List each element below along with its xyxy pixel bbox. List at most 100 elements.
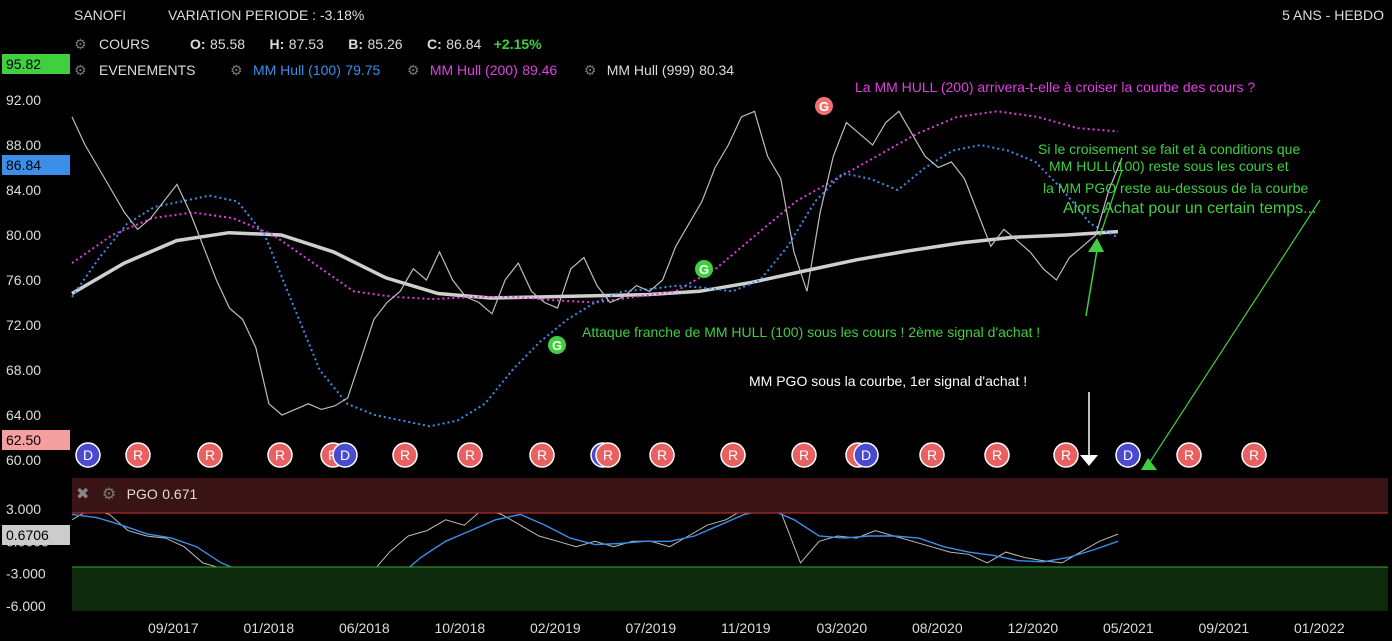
event-label: R: [1249, 447, 1259, 463]
pgo-y-tick-label: 3.000: [6, 501, 41, 517]
event-label: R: [465, 447, 475, 463]
mm200-label: MM Hull (200): [429, 62, 518, 78]
arrow-line-green: [1085, 249, 1098, 317]
pgo-legend: ✖ ⚙ PGO 0.671: [76, 484, 197, 504]
x-axis: 09/2017 01/2018 06/2018 10/2018 02/2019 07/20…: [148, 620, 1345, 636]
event-label: D: [861, 447, 871, 463]
annotation-condition-2: MM HULL(100) reste sous les cours et: [1049, 158, 1289, 174]
c-label: C:: [427, 36, 442, 52]
annotation-signal-1: MM PGO sous la courbe, 1er signal d'acha…: [749, 373, 1028, 389]
h-value: 87.53: [288, 36, 324, 52]
close-icon[interactable]: ✖: [76, 486, 90, 503]
mm200-line: [71, 110, 1119, 304]
report-event-icon: [125, 442, 151, 468]
x-tick-label: 09/2021: [1199, 620, 1250, 636]
arrow-head-green: [1088, 238, 1104, 252]
gear-icon[interactable]: ⚙: [74, 62, 87, 78]
dividend-event-icon: [853, 442, 879, 468]
event-label: R: [537, 447, 547, 463]
arrow-line-green-up: [1099, 169, 1123, 237]
report-event-icon: [919, 442, 945, 468]
event-label: R: [728, 447, 738, 463]
event-label: R: [603, 447, 613, 463]
event-label: R: [400, 447, 410, 463]
y-tick-label: 84.00: [6, 182, 41, 198]
mm999-line: [71, 229, 1119, 300]
gear-icon[interactable]: ⚙: [229, 62, 243, 78]
event-label: R: [1061, 447, 1071, 463]
o-value: 85.58: [210, 36, 246, 52]
price-line: [71, 110, 1123, 416]
report-event-icon: [267, 442, 293, 468]
y-tick-label: 72.00: [6, 317, 41, 333]
symbol-label: SANOFI: [74, 7, 127, 23]
period-selector[interactable]: 5 ANS - HEBDO: [1282, 7, 1384, 23]
pgo-label: PGO: [126, 486, 158, 502]
x-tick-label: 12/2020: [1008, 620, 1059, 636]
x-tick-label: 03/2020: [817, 620, 868, 636]
pgo-value: 0.671: [162, 486, 198, 502]
annotation-condition-3: la MM PGO reste au-dessous de la courbe: [1043, 180, 1309, 196]
indicators-legend: ⚙ EVENEMENTS ⚙ MM Hull (100) 79.75 ⚙ MM …: [74, 62, 734, 80]
dividend-event-icon: [1115, 442, 1141, 468]
y-tick-label: 76.00: [6, 272, 41, 288]
report-event-icon: [1241, 442, 1267, 468]
g-marker: [695, 260, 713, 278]
report-event-icon: [392, 442, 418, 468]
event-label: R: [205, 447, 215, 463]
event-label: R: [799, 447, 809, 463]
gear-icon[interactable]: ⚙: [101, 486, 117, 503]
x-tick-label: 05/2021: [1103, 620, 1154, 636]
y-tick-label: 64.00: [6, 407, 41, 423]
last-price-box: 86.84: [2, 155, 70, 175]
g-marker: [815, 97, 833, 115]
high-price-box: 95.82: [2, 54, 70, 74]
report-event-icon: [720, 442, 746, 468]
mm999-label: MM Hull (999): [606, 62, 695, 78]
gear-icon[interactable]: ⚙: [583, 62, 597, 78]
c-value: 86.84: [446, 36, 482, 52]
pgo-value-box: 0.6706: [2, 525, 70, 545]
g-marker: [548, 336, 566, 354]
annotation-signal-2: Attaque franche de MM HULL (100) sous le…: [582, 324, 1041, 340]
cours-label: COURS: [99, 36, 150, 52]
y-tick-label: 88.00: [6, 137, 41, 153]
variation-label: VARIATION PERIODE : -3.18%: [168, 7, 365, 23]
mm200-value: 89.46: [522, 62, 558, 78]
b-value: 85.26: [367, 36, 403, 52]
arrow-head-green-long: [1141, 458, 1157, 470]
pgo-y-tick-label: -6.000: [6, 598, 46, 614]
annotation-arrows: [1080, 169, 1321, 470]
x-tick-label: 01/2018: [244, 620, 295, 636]
report-event-icon: [457, 442, 483, 468]
gear-icon[interactable]: ⚙: [74, 36, 87, 52]
report-event-icon: [649, 442, 675, 468]
g-marker-label: G: [552, 338, 562, 353]
x-tick-label: 11/2019: [721, 620, 771, 636]
b-label: B:: [348, 36, 364, 52]
y-tick-label: 80.00: [6, 227, 41, 243]
arrow-line-green-long: [1147, 199, 1321, 466]
report-event-icon: [1053, 442, 1079, 468]
event-label: R: [657, 447, 667, 463]
h-label: H:: [269, 36, 285, 52]
arrow-head-white: [1080, 455, 1098, 466]
annotation-mm200: La MM HULL (200) arrivera-t-elle à crois…: [855, 79, 1256, 95]
chart-series: G G G: [71, 97, 1123, 607]
report-event-icon: [595, 442, 621, 468]
event-label: D: [340, 447, 350, 463]
gear-icon[interactable]: ⚙: [406, 62, 420, 78]
x-tick-label: 07/2019: [626, 620, 677, 636]
annotation-condition-1: Si le croisement se fait et à conditions…: [1038, 141, 1301, 157]
event-label: R: [1184, 447, 1194, 463]
pgo-oversold-zone: [72, 567, 1388, 611]
x-tick-label: 09/2017: [148, 620, 199, 636]
pgo-overbought-zone: [72, 478, 1388, 513]
x-tick-label: 02/2019: [530, 620, 581, 636]
cours-legend: ⚙ COURS O: 85.58 H: 87.53 B: 85.26 C: 86…: [74, 36, 542, 54]
x-tick-label: 10/2018: [435, 620, 486, 636]
mm100-value: 79.75: [345, 62, 381, 78]
pgo-y-tick-label: -3.000: [6, 566, 46, 582]
report-event-icon: [529, 442, 555, 468]
